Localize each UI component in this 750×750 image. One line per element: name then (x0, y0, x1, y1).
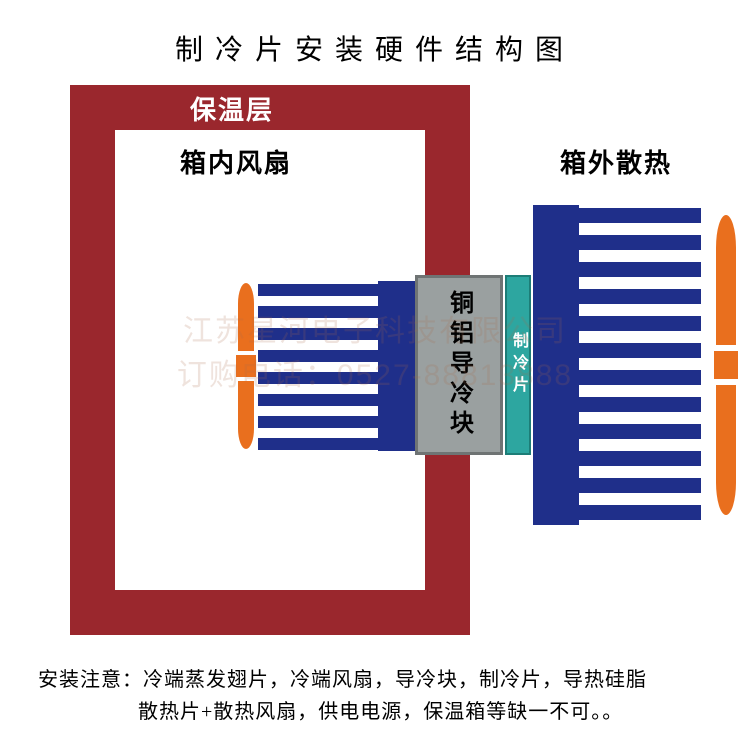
inner-fan-label: 箱内风扇 (180, 143, 292, 180)
heatsink-base (533, 205, 579, 525)
insulation-wall-right-lower (425, 455, 470, 635)
page-title: 制冷片安装硬件结构图 (0, 0, 750, 68)
fan-hub (714, 351, 738, 379)
heatsink-fin (579, 505, 701, 520)
heatsink-fin (579, 208, 701, 223)
heatsink-base (378, 281, 420, 451)
heatsink-fin (258, 372, 378, 384)
heatsink-fin (258, 284, 378, 296)
conduction-block: 铜铝导冷块 (415, 275, 503, 455)
heatsink-fin (579, 478, 701, 493)
install-note: 安装注意：冷端蒸发翅片，冷端风扇，导冷块，制冷片，导热硅脂 散热片+散热风扇，供… (38, 664, 728, 728)
fan-hub (236, 355, 256, 377)
fan-blade (716, 215, 736, 345)
heatsink-fin (258, 416, 378, 428)
outer-heatsink-label: 箱外散热 (560, 143, 672, 180)
heatsink-fin (258, 306, 378, 318)
heatsink-fin (579, 424, 701, 439)
outer-heatsink (533, 205, 703, 525)
outer-fan-icon (710, 215, 742, 515)
heatsink-fin (258, 328, 378, 340)
inner-heatsink (255, 281, 420, 451)
heatsink-fin (579, 289, 701, 304)
insulation-wall-bottom (70, 590, 470, 635)
tec-slab: 制冷片 (505, 275, 531, 455)
heatsink-fin (579, 316, 701, 331)
note-prefix: 安装注意： (38, 669, 143, 691)
heatsink-fin (579, 262, 701, 277)
heatsink-fin (258, 394, 378, 406)
heatsink-fin (579, 235, 701, 250)
heatsink-fin (258, 350, 378, 362)
insulation-wall-left (70, 85, 115, 635)
fan-blade (238, 381, 254, 449)
heatsink-fin (258, 438, 378, 450)
structure-diagram: 保温层 箱内风扇 箱外散热 铜铝导冷块 制冷片 (70, 85, 710, 635)
heatsink-fin (579, 397, 701, 412)
heatsink-fin (579, 343, 701, 358)
insulation-wall-right-upper (425, 85, 470, 275)
note-line2: 散热片+散热风扇，供电电源，保温箱等缺一不可。。 (138, 701, 623, 723)
insulation-label: 保温层 (190, 90, 274, 127)
note-line1: 冷端蒸发翅片，冷端风扇，导冷块，制冷片，导热硅脂 (143, 669, 647, 691)
fan-blade (238, 283, 254, 351)
fan-blade (716, 385, 736, 515)
heatsink-fin (579, 451, 701, 466)
heatsink-fin (579, 370, 701, 385)
